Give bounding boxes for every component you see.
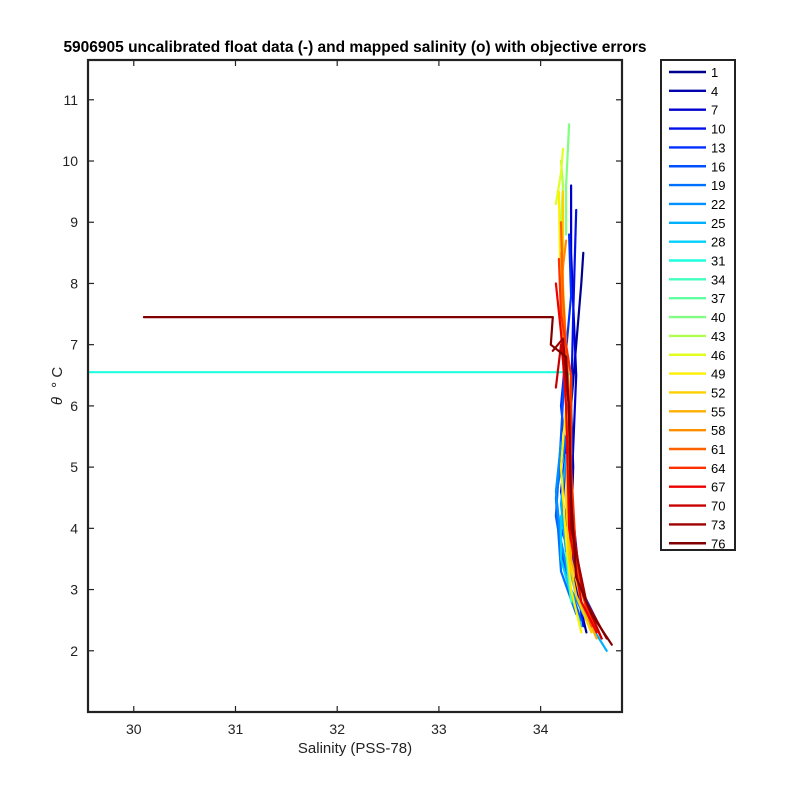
plot-background	[88, 60, 622, 712]
y-tick-label: 6	[70, 398, 78, 414]
legend-label: 16	[711, 159, 725, 174]
legend-label: 64	[711, 461, 725, 476]
legend-label: 22	[711, 197, 725, 212]
x-tick-label: 33	[431, 721, 447, 737]
legend-label: 34	[711, 272, 725, 287]
legend-label: 10	[711, 122, 725, 137]
legend-label: 73	[711, 517, 725, 532]
y-tick-label: 11	[63, 92, 78, 108]
legend-label: 55	[711, 404, 725, 419]
y-tick-label: 9	[70, 214, 78, 230]
series-line	[564, 551, 573, 603]
legend-label: 37	[711, 291, 725, 306]
legend-entries: 1 4 7 10 13 16 19 22 25 28 31 34 37 40 43 46 49 52 55 58 61 6…	[669, 65, 725, 551]
x-ticks: 30 31 32 33 34	[126, 60, 549, 737]
legend-label: 31	[711, 254, 725, 269]
x-tick-label: 34	[533, 721, 549, 737]
y-tick-label: 5	[70, 459, 78, 475]
y-axis-label-symbol: θ	[49, 397, 66, 405]
chart-title: 5906905 uncalibrated float data (-) and …	[63, 39, 646, 56]
axes-box	[86, 58, 624, 714]
series-line	[564, 123, 571, 236]
legend-label: 52	[711, 385, 725, 400]
y-ticks: 2 3 4 5 6 7 8 9 10 11	[62, 92, 622, 659]
legend-label: 46	[711, 348, 725, 363]
y-tick-label: 4	[70, 520, 78, 536]
y-tick-label: 7	[70, 337, 78, 353]
legend-label: 61	[711, 442, 725, 457]
y-axis-label: θ ° C	[49, 367, 66, 405]
svg-text:θ ° C: θ ° C	[49, 367, 66, 405]
legend-label: 40	[711, 310, 725, 325]
legend-label: 7	[711, 103, 718, 118]
legend: 1 4 7 10 13 16 19 22 25 28 31 34 37 40 43 46 49 52 55 58 61 6…	[660, 59, 736, 551]
legend-label: 13	[711, 140, 725, 155]
x-axis-label: Salinity (PSS-78)	[298, 740, 412, 757]
series-line	[554, 147, 565, 205]
series-layer	[86, 123, 613, 652]
legend-label: 25	[711, 216, 725, 231]
y-axis-label-unit: ° C	[49, 367, 66, 388]
series-line	[554, 282, 598, 634]
legend-label: 4	[711, 84, 718, 99]
legend-label: 67	[711, 480, 725, 495]
y-tick-label: 8	[70, 275, 78, 291]
legend-label: 76	[711, 536, 725, 551]
y-tick-label: 2	[70, 643, 78, 659]
y-tick-label: 3	[70, 582, 78, 598]
x-tick-label: 30	[126, 721, 142, 737]
y-tick-label: 10	[62, 153, 78, 169]
x-tick-label: 32	[329, 721, 345, 737]
legend-label: 1	[711, 65, 718, 80]
legend-label: 49	[711, 367, 725, 382]
legend-label: 19	[711, 178, 725, 193]
legend-label: 58	[711, 423, 725, 438]
series-line	[142, 316, 613, 646]
legend-label: 28	[711, 235, 725, 250]
legend-label: 43	[711, 329, 725, 344]
x-tick-label: 31	[228, 721, 244, 737]
legend-label: 70	[711, 499, 725, 514]
